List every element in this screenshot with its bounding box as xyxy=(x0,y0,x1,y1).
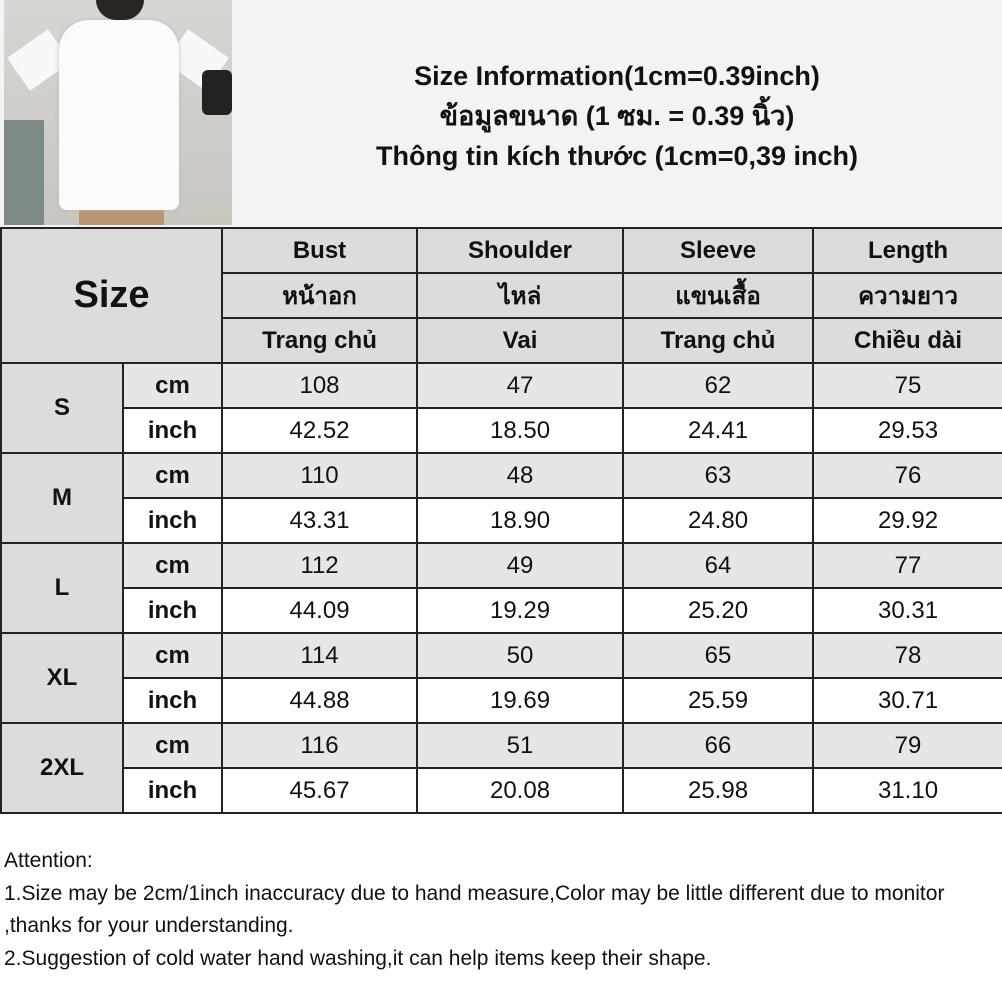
cell-cm: 108 xyxy=(221,362,419,409)
unit-label: inch xyxy=(121,587,224,634)
title-en: Size Information(1cm=0.39inch) xyxy=(414,61,820,91)
cell-inch: 18.90 xyxy=(416,497,625,544)
unit-label: cm xyxy=(121,542,224,589)
title-vi: Thông tin kích thước (1cm=0,39 inch) xyxy=(375,141,859,171)
column-header: Shoulder xyxy=(416,227,625,274)
cell-cm: 110 xyxy=(221,452,419,499)
cell-inch: 42.52 xyxy=(221,407,419,454)
size-header: Size xyxy=(0,227,224,364)
cell-cm: 75 xyxy=(812,362,1002,409)
table-row: inch 44.88 19.69 25.59 30.71 xyxy=(1,677,1002,724)
cell-inch: 24.80 xyxy=(622,497,815,544)
column-header: ความยาว xyxy=(812,272,1002,319)
column-header: Chiều dài xyxy=(812,317,1002,364)
cell-inch: 25.59 xyxy=(622,677,815,724)
cell-cm: 65 xyxy=(622,632,815,679)
cell-cm: 78 xyxy=(812,632,1002,679)
attention-heading: Attention: xyxy=(4,849,93,872)
cell-inch: 25.98 xyxy=(622,767,815,814)
size-info-title: Size Information(1cm=0.39inch) ข้อมูลขนา… xyxy=(232,56,1002,176)
column-header: Trang chủ xyxy=(622,317,815,364)
cell-inch: 44.09 xyxy=(221,587,419,634)
table-row: inch 44.09 19.29 25.20 30.31 xyxy=(1,587,1002,634)
cell-cm: 48 xyxy=(416,452,625,499)
product-photo xyxy=(4,0,232,225)
cell-cm: 47 xyxy=(416,362,625,409)
header-area: Size Information(1cm=0.39inch) ข้อมูลขนา… xyxy=(0,0,1002,227)
cell-inch: 19.69 xyxy=(416,677,625,724)
cell-inch: 20.08 xyxy=(416,767,625,814)
cell-cm: 62 xyxy=(622,362,815,409)
cell-cm: 64 xyxy=(622,542,815,589)
cell-cm: 77 xyxy=(812,542,1002,589)
table-row: inch 42.52 18.50 24.41 29.53 xyxy=(1,407,1002,454)
attention-note-2: 2.Suggestion of cold water hand washing,… xyxy=(4,946,712,970)
cell-inch: 29.53 xyxy=(812,407,1002,454)
column-header: หน้าอก xyxy=(221,272,419,319)
unit-label: cm xyxy=(121,362,224,409)
cell-inch: 45.67 xyxy=(221,767,419,814)
table-row: XL cm 114 50 65 78 xyxy=(0,632,1002,724)
cell-cm: 114 xyxy=(221,632,419,679)
unit-label: cm xyxy=(121,632,224,679)
cell-inch: 44.88 xyxy=(221,677,419,724)
unit-label: inch xyxy=(121,767,224,814)
cell-inch: 25.20 xyxy=(622,587,815,634)
column-header: Length xyxy=(812,227,1002,274)
cell-inch: 31.10 xyxy=(812,767,1002,814)
cell-inch: 19.29 xyxy=(416,587,625,634)
cell-cm: 63 xyxy=(622,452,815,499)
table-row: inch 45.67 20.08 25.98 31.10 xyxy=(1,767,1002,814)
column-header: Trang chủ xyxy=(221,317,419,364)
size-label: XL xyxy=(0,632,124,724)
size-table: Size Bust Shoulder Sleeve Length หน้าอก ไหล่ แข… xyxy=(0,227,1002,814)
cell-cm: 49 xyxy=(416,542,625,589)
size-label: L xyxy=(0,542,124,634)
attention-note-1: 1.Size may be 2cm/1inch inaccuracy due t… xyxy=(4,881,945,938)
title-th: ข้อมูลขนาด (1 ซม. = 0.39 นิ้ว) xyxy=(439,101,795,131)
header-row: Size Bust Shoulder Sleeve Length xyxy=(0,227,1002,364)
unit-label: inch xyxy=(121,407,224,454)
cell-inch: 30.31 xyxy=(812,587,1002,634)
cell-inch: 24.41 xyxy=(622,407,815,454)
unit-label: inch xyxy=(121,677,224,724)
column-header: Bust xyxy=(221,227,419,274)
size-label: M xyxy=(0,452,124,544)
size-label: 2XL xyxy=(0,722,124,814)
unit-label: inch xyxy=(121,497,224,544)
cell-cm: 51 xyxy=(416,722,625,769)
cell-cm: 66 xyxy=(622,722,815,769)
unit-label: cm xyxy=(121,452,224,499)
cell-inch: 43.31 xyxy=(221,497,419,544)
cell-cm: 116 xyxy=(221,722,419,769)
column-header: แขนเสื้อ xyxy=(622,272,815,319)
table-row: inch 43.31 18.90 24.80 29.92 xyxy=(1,497,1002,544)
cell-cm: 76 xyxy=(812,452,1002,499)
column-header: Vai xyxy=(416,317,625,364)
size-label: S xyxy=(0,362,124,454)
column-header: ไหล่ xyxy=(416,272,625,319)
table-row: 2XL cm 116 51 66 79 xyxy=(0,722,1002,814)
cell-cm: 79 xyxy=(812,722,1002,769)
column-header: Sleeve xyxy=(622,227,815,274)
cell-inch: 18.50 xyxy=(416,407,625,454)
attention-notes: Attention: 1.Size may be 2cm/1inch inacc… xyxy=(4,845,1002,975)
cell-cm: 112 xyxy=(221,542,419,589)
cell-cm: 50 xyxy=(416,632,625,679)
header-row: Trang chủ Vai Trang chủ Chiều dài xyxy=(1,317,1002,364)
cell-inch: 29.92 xyxy=(812,497,1002,544)
unit-label: cm xyxy=(121,722,224,769)
header-row: หน้าอก ไหล่ แขนเสื้อ ความยาว xyxy=(1,272,1002,319)
cell-inch: 30.71 xyxy=(812,677,1002,724)
